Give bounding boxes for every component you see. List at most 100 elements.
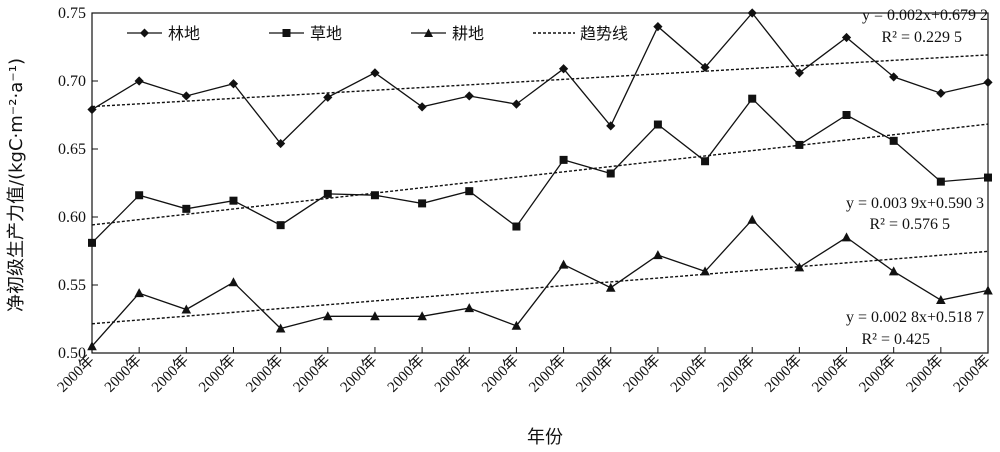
series-line	[91, 11, 989, 145]
diamond-marker	[606, 121, 616, 131]
square-marker	[653, 120, 662, 129]
x-tick-labels: 2000年 2000年 2000年 2000年 2000年 2000年 2000年 2000年…	[54, 352, 994, 396]
diamond-marker	[181, 91, 191, 101]
diamond-marker	[653, 22, 663, 32]
x-tick-label: 2000年	[950, 352, 994, 396]
axes	[91, 12, 989, 354]
diamond-marker	[983, 77, 993, 87]
x-tick-label: 2000年	[526, 352, 570, 396]
square-marker	[182, 204, 191, 213]
triangle-marker	[841, 232, 852, 242]
square-marker	[323, 189, 332, 198]
square-marker	[701, 157, 710, 166]
series-line	[91, 97, 989, 244]
cropland-trend-r2: R² = 0.425	[862, 331, 931, 348]
x-tick-label: 2000年	[290, 352, 334, 396]
series-lines	[91, 11, 989, 347]
trend-line	[91, 123, 989, 226]
series-line	[91, 218, 989, 347]
square-marker	[748, 94, 757, 103]
triangle-marker	[794, 262, 805, 272]
triangle-marker	[370, 311, 380, 321]
triangle-marker	[228, 277, 239, 287]
x-tick-label: 2000年	[431, 352, 475, 396]
triangle-marker	[983, 285, 993, 295]
grassland-trend-equation: y = 0.003 9x+0.590 3	[846, 195, 984, 212]
triangle-marker	[653, 250, 663, 260]
x-tick-label: 2000年	[620, 352, 664, 396]
x-axis-title: 年份	[527, 427, 563, 448]
diamond-marker	[700, 62, 710, 72]
x-tick-label: 2000年	[809, 352, 853, 396]
triangle-marker	[936, 294, 946, 304]
triangle-marker	[417, 311, 427, 321]
x-tick-label: 2000年	[195, 352, 239, 396]
diamond-marker	[936, 88, 946, 98]
x-tick-label: 2000年	[714, 352, 758, 396]
square-marker	[842, 111, 851, 119]
y-tick-label: 0.65	[58, 141, 86, 158]
triangle-marker	[134, 288, 144, 298]
y-tick-label: 0.55	[58, 277, 86, 294]
y-tick-label: 0.75	[58, 5, 86, 22]
y-tick-labels: 0.50 0.55 0.60 0.65 0.70 0.75	[58, 5, 86, 362]
y-axis-title: 净初级生产力值/(kgC·m⁻²·a⁻¹)	[6, 58, 27, 312]
triangle-marker	[322, 311, 333, 321]
series-markers	[87, 8, 993, 351]
trend-equations: y = 0.002x+0.679 2 R² = 0.229 5 y = 0.00…	[846, 7, 988, 348]
square-marker	[465, 187, 474, 196]
x-tick-label: 2000年	[384, 352, 428, 396]
diamond-marker	[558, 64, 569, 74]
legend-diamond-marker	[140, 28, 149, 38]
trend-line	[91, 54, 989, 108]
triangle-marker	[181, 304, 192, 314]
triangle-marker	[700, 266, 710, 276]
triangle-marker	[87, 341, 97, 351]
trend-lines	[91, 54, 989, 325]
x-tick-label: 2000年	[903, 352, 947, 396]
diamond-marker	[511, 99, 522, 109]
diamond-marker	[464, 91, 474, 101]
diamond-marker	[417, 102, 427, 112]
x-tick-label: 2000年	[148, 352, 192, 396]
triangle-marker	[275, 323, 286, 333]
triangle-marker	[888, 266, 899, 276]
y-tick-label: 0.50	[58, 345, 86, 362]
x-tick-label: 2000年	[761, 352, 805, 396]
legend-square-marker	[282, 29, 291, 37]
legend-label-cropland: 耕地	[452, 24, 484, 43]
diamond-marker	[276, 138, 286, 149]
diamond-marker	[747, 8, 757, 18]
square-marker	[276, 221, 285, 230]
triangle-marker	[464, 303, 475, 313]
diamond-marker	[134, 76, 144, 86]
square-marker	[795, 140, 804, 149]
legend-label-grassland: 草地	[310, 24, 342, 43]
legend-label-trendline: 趋势线	[580, 24, 628, 43]
square-marker	[606, 169, 615, 178]
legend-label-forest: 林地	[168, 24, 200, 43]
x-tick-label: 2000年	[337, 352, 381, 396]
triangle-marker	[558, 259, 569, 269]
square-marker	[559, 155, 568, 164]
forest-trend-r2: R² = 0.229 5	[882, 29, 963, 46]
legend: 林地 草地 耕地 趋势线	[127, 24, 628, 43]
diamond-marker	[889, 72, 899, 82]
square-marker	[229, 196, 238, 205]
x-tick-label: 2000年	[243, 352, 287, 396]
square-marker	[889, 136, 898, 145]
triangle-marker	[747, 214, 758, 224]
forest-trend-equation: y = 0.002x+0.679 2	[862, 7, 988, 24]
square-marker	[370, 191, 379, 200]
grassland-trend-r2: R² = 0.576 5	[870, 216, 951, 233]
x-tick-label: 2000年	[101, 352, 145, 396]
diamond-marker	[87, 104, 97, 115]
triangle-marker	[605, 282, 616, 292]
square-marker	[135, 191, 144, 200]
diamond-marker	[323, 92, 333, 102]
square-marker	[512, 222, 521, 231]
triangle-marker	[511, 320, 522, 330]
x-tick-label: 2000年	[478, 352, 522, 396]
y-tick-label: 0.60	[58, 209, 86, 226]
